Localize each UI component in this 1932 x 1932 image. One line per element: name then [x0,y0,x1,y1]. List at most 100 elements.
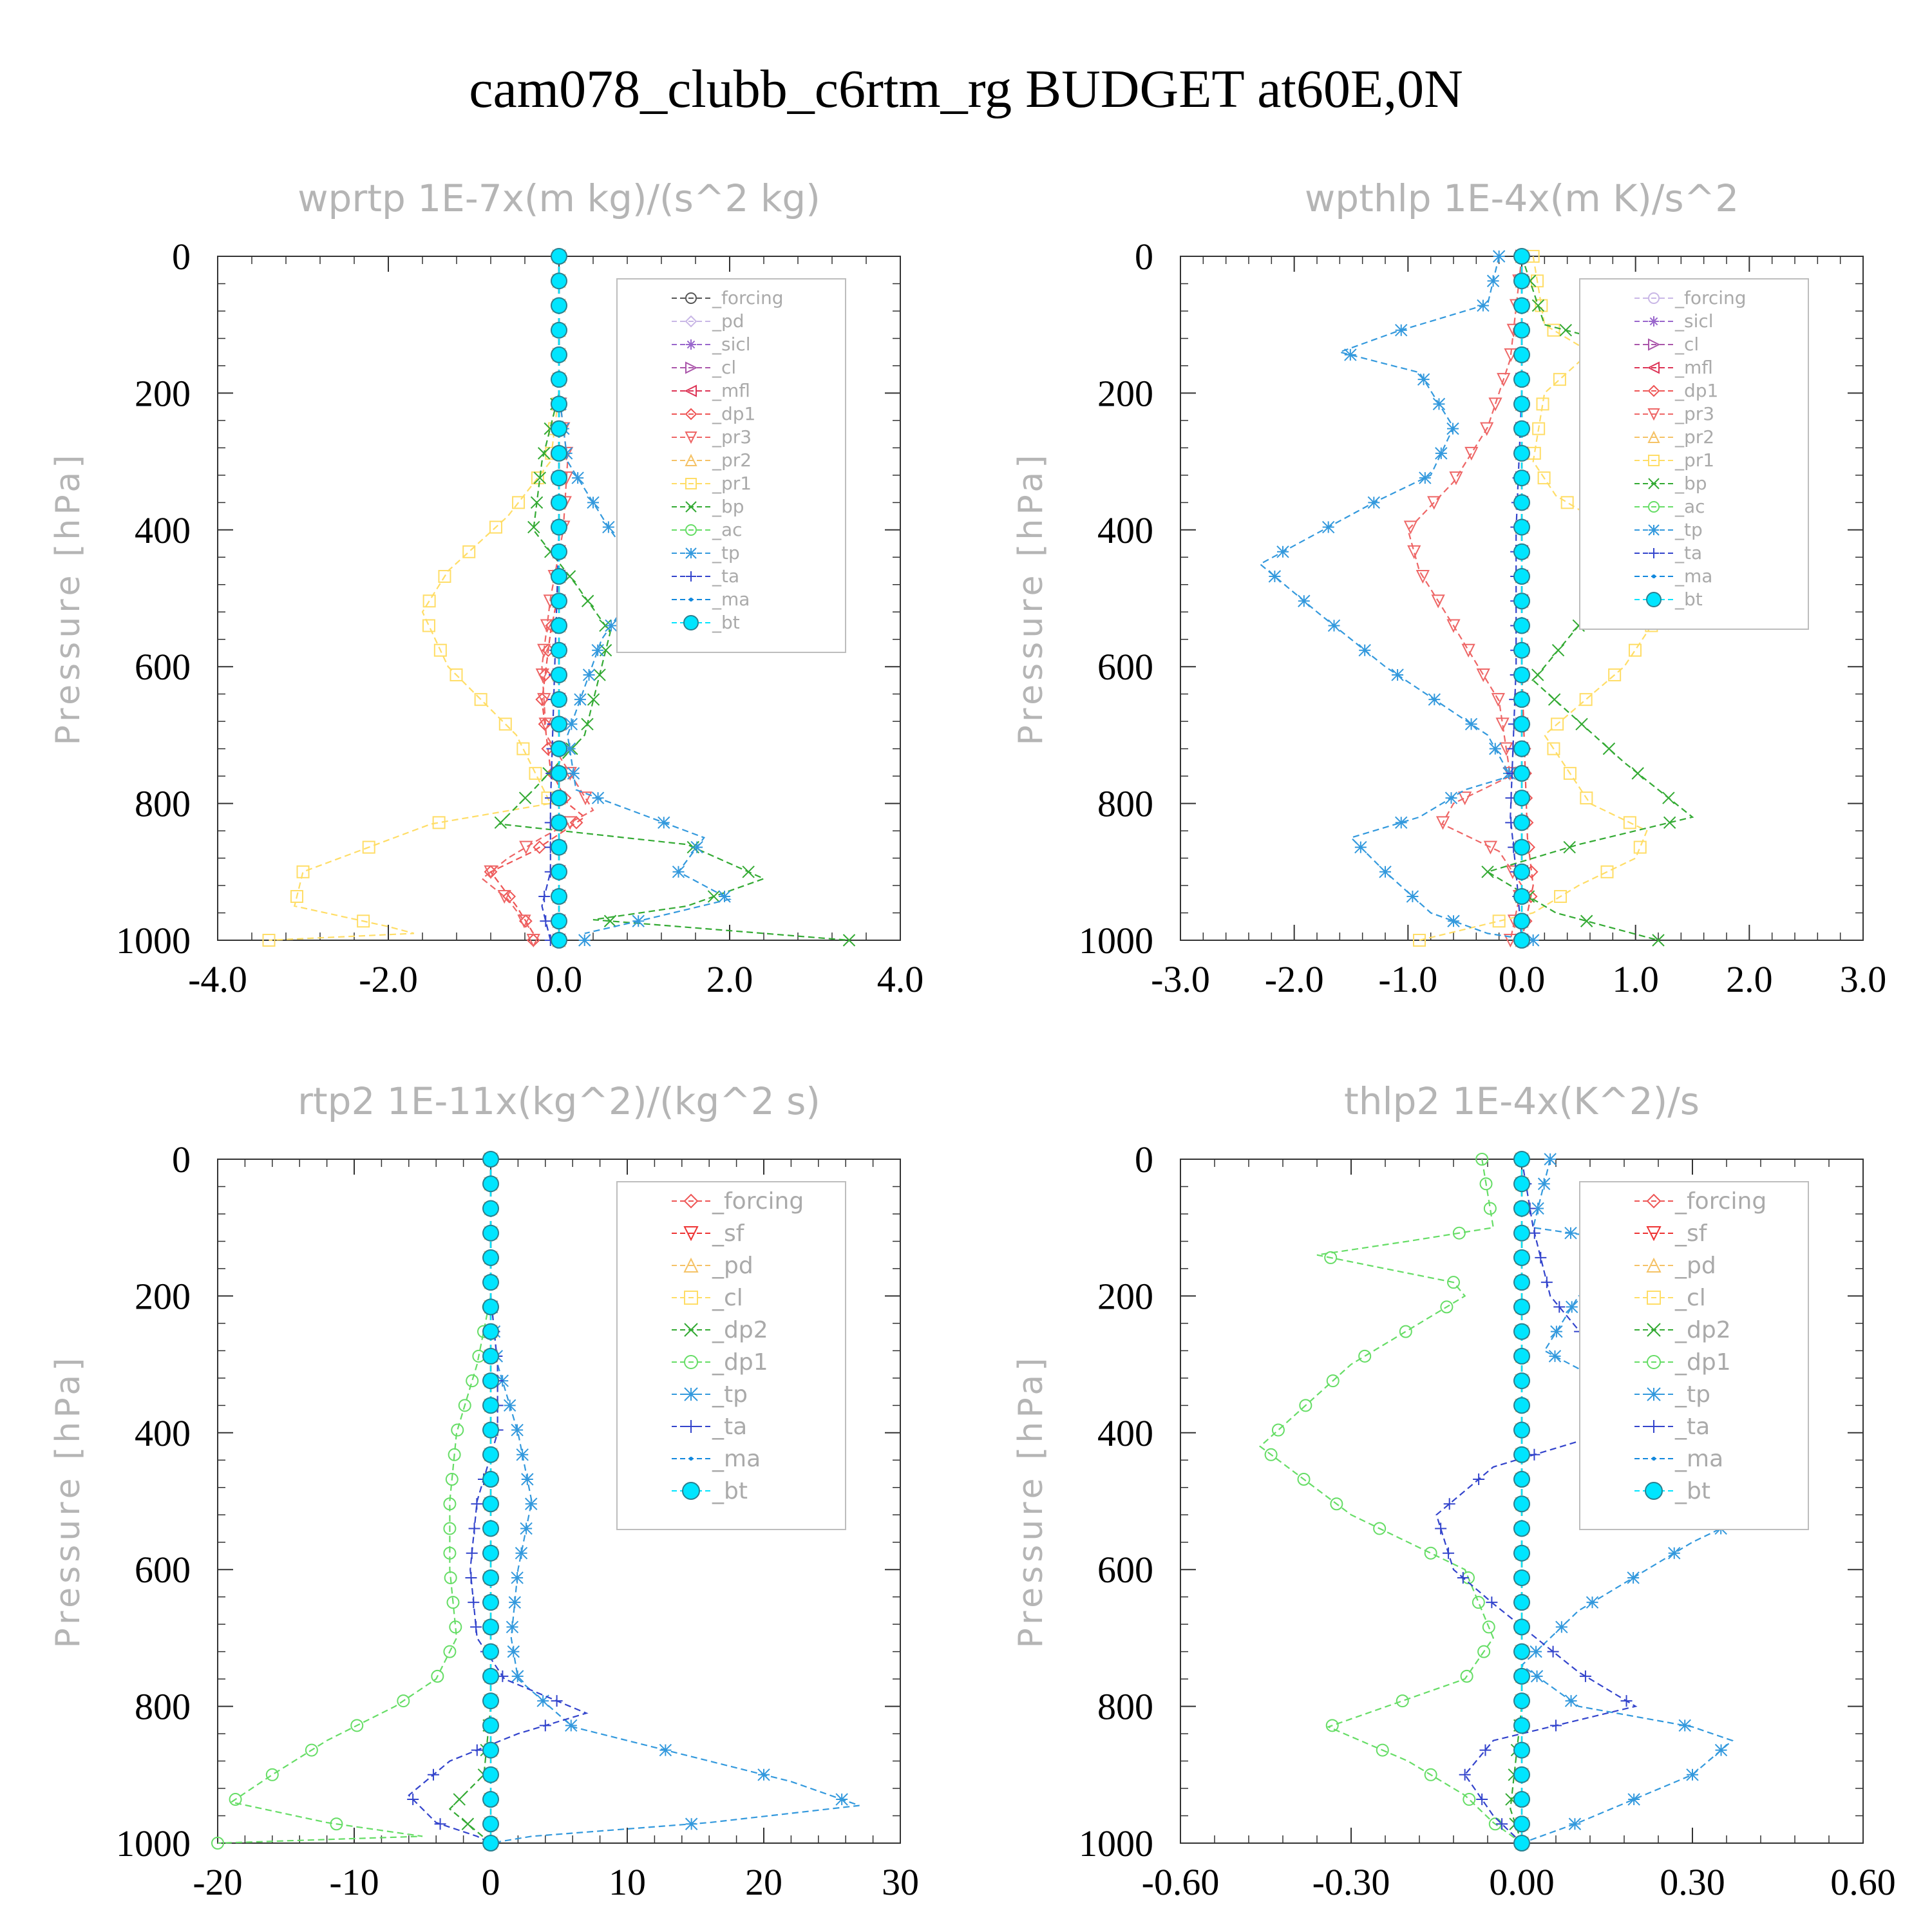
data-point [1479,1744,1492,1756]
y-tick-label: 0 [172,1139,191,1180]
y-tick-label: 400 [1097,509,1153,551]
data-point [1458,791,1472,806]
data-point [1540,1276,1553,1289]
data-point [551,715,567,733]
data-point [527,520,540,534]
data-point [511,1571,524,1584]
data-point [1354,840,1367,854]
series-pr3 [1403,250,1529,948]
legend-marker [1645,1482,1663,1500]
y-tick-label: 1000 [1079,920,1153,961]
data-point [1461,643,1475,658]
data-point [518,791,532,804]
panel-title: wprtp 1E-7x(m kg)/(s^2 kg) [298,176,820,220]
data-point [443,1497,457,1511]
data-point [431,1669,444,1683]
data-point [482,1815,499,1833]
legend-label: _pr3 [1674,403,1714,424]
data-point [1528,1448,1540,1461]
legend-marker [1648,501,1660,513]
data-point [1486,1596,1498,1609]
data-point [1431,594,1445,609]
data-point [1395,323,1408,337]
legend-marker [683,1257,699,1273]
data-point [1535,299,1548,312]
data-point [1564,1694,1578,1707]
data-point [1298,594,1311,607]
data-point [512,496,526,509]
data-point [1550,1325,1563,1338]
legend-marker [1649,316,1659,327]
data-point [537,447,551,460]
data-point [1406,890,1419,903]
data-point [535,668,549,683]
legend-marker [1649,548,1659,558]
legend-label: _bp [1674,473,1707,494]
data-point [482,1249,499,1266]
legend-marker [684,1355,698,1369]
data-point [516,742,530,755]
data-point [1568,1817,1582,1830]
data-point [1513,469,1530,487]
data-point [1560,496,1574,509]
data-point [482,1594,499,1611]
data-point [1547,323,1560,337]
legend-marker [1648,338,1661,351]
data-point [533,840,547,854]
data-point [1513,666,1530,683]
data-point [1464,717,1478,731]
y-tick-label: 800 [135,1686,191,1728]
data-point [1457,1571,1469,1584]
data-point [685,1817,698,1830]
data-point [1480,422,1494,436]
x-tick-label: 10 [609,1861,646,1903]
data-point [1547,742,1560,755]
x-tick-label: 2.0 [706,958,753,1000]
data-point [1513,1544,1530,1562]
data-point [482,1151,499,1168]
x-tick-label: 1.0 [1612,958,1659,1000]
data-point [1531,668,1544,681]
data-point [482,1200,499,1217]
data-point [357,914,370,928]
data-point [593,668,606,681]
data-point [1600,865,1614,878]
data-point [1488,397,1502,412]
data-point [1686,1768,1699,1781]
data-point [1555,1620,1568,1634]
legend-marker [683,1193,699,1209]
data-point [482,1347,499,1365]
data-point [551,641,567,659]
data-point [1623,816,1636,829]
data-point [1633,840,1647,854]
panel-4: thlp2 1E-4x(K^2)/s Pressure [hPa] -0.60 -0.… [1012,1079,1896,1903]
data-point [1544,1153,1557,1166]
data-point [482,1274,499,1291]
data-point [551,321,567,339]
data-point [1489,742,1502,755]
data-point [1714,1743,1728,1757]
data-point [1452,1226,1466,1240]
data-point [1358,1349,1372,1363]
data-point [1580,914,1593,927]
data-point [591,791,605,804]
data-point [1473,1473,1485,1486]
x-tick-label: -20 [193,1861,242,1903]
data-point [1513,691,1530,708]
data-point [506,1620,519,1634]
data-point [1513,1815,1530,1833]
data-point [494,816,507,829]
data-point [482,1717,499,1734]
y-axis-label: Pressure [hPa] [1012,451,1050,746]
data-point [1446,422,1459,435]
data-point [1513,1224,1530,1242]
data-point [1476,668,1490,683]
y-tick-label: 600 [135,1549,191,1591]
legend-marker [685,547,697,559]
data-point [1513,1569,1530,1586]
data-point [520,1522,533,1535]
data-point [507,1645,520,1658]
data-point [835,1793,848,1806]
legend-marker [689,1457,693,1461]
data-point [1460,1669,1473,1683]
